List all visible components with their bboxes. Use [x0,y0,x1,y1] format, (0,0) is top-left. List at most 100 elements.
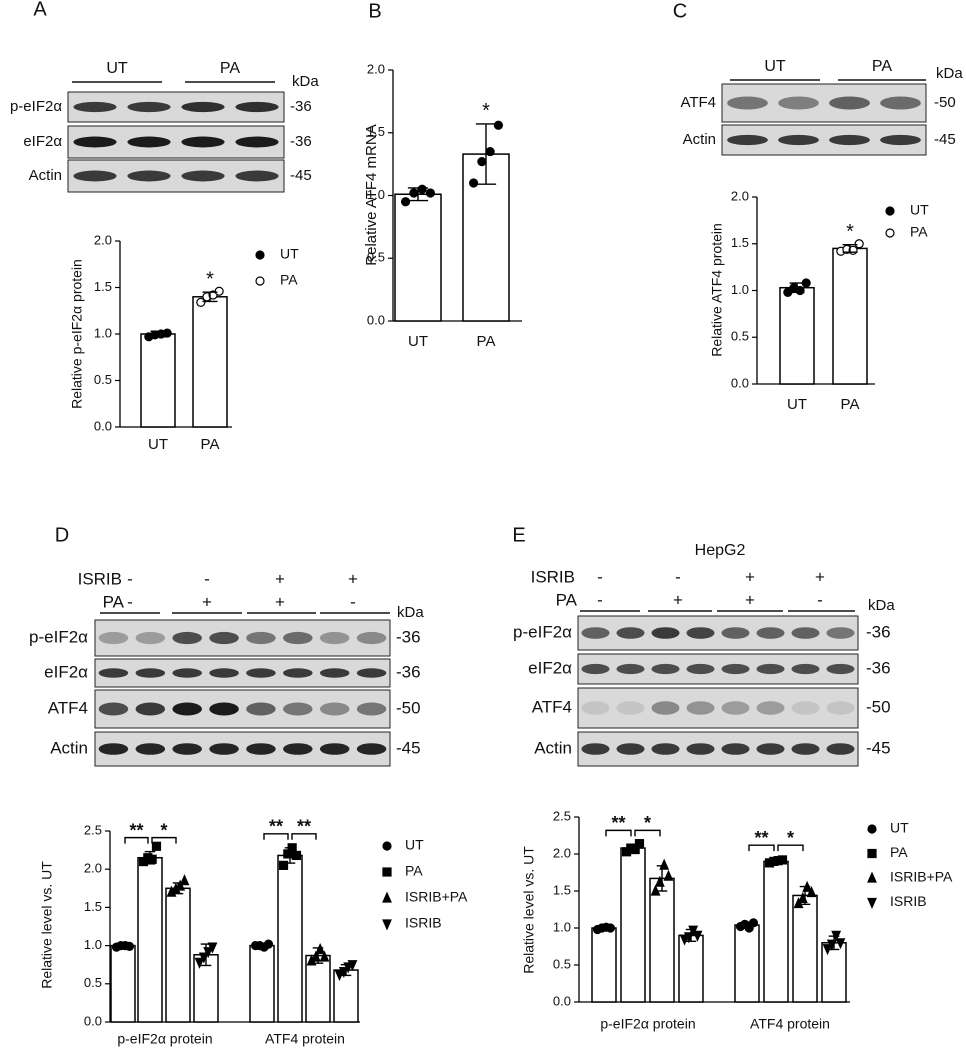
row-label: eIF2α [23,133,62,150]
error-bar [770,858,782,865]
kda-label: -36 [290,98,312,115]
y-tick-label: 0.0 [553,993,571,1008]
y-tick-label: 1.5 [84,899,102,914]
bar [763,860,789,1003]
data-point [207,942,218,954]
condition-sign: + [745,590,755,609]
blot-band [181,101,225,113]
blot-band [98,702,129,716]
row-label: Actin [534,738,572,757]
error-bar [202,291,218,303]
data-point [493,120,504,130]
condition-sign: + [202,592,212,611]
bar [734,924,760,1003]
data-point [468,178,479,188]
bar [591,927,617,1003]
bar [137,856,163,1023]
panel-label: E [512,524,525,546]
error-bar [284,847,296,864]
error-bar [656,865,668,892]
unit-label: kDa [397,604,424,621]
blot-band [616,663,645,675]
data-point [777,855,788,865]
error-bar [475,123,497,185]
significance-bracket [263,833,289,840]
data-point [806,886,817,898]
blot-box [94,619,391,657]
blot-band [826,663,855,675]
condition-sign: - [597,590,603,609]
group-label: PA [872,58,892,75]
condition-sign: - [350,592,356,611]
blot-band [98,668,129,678]
significance: ** [269,817,283,837]
data-point [214,286,224,296]
legend-label: PA [280,272,298,288]
y-tick-label: 2.0 [553,845,571,860]
bar [821,942,847,1003]
significance-bracket [748,844,775,852]
blot-band [651,663,680,675]
blot-band [127,136,171,148]
y-tick-label: 1.5 [731,235,749,250]
data-point [278,860,289,870]
bar [394,193,442,322]
blot-band [686,701,715,715]
significance-bracket [777,844,804,852]
data-point [854,239,864,249]
error-bar [144,850,156,865]
condition-label: PA [103,592,125,611]
data-point [194,957,205,969]
row-label: eIF2α [528,658,572,677]
error-bar [407,187,429,202]
condition-sign: - [817,590,823,609]
group-label: UT [106,60,128,77]
blot-band [651,743,680,755]
kda-label: -36 [866,658,891,677]
kda-label: -45 [934,131,956,148]
blot-band [686,663,715,675]
error-bar [799,885,811,906]
row-label: Actin [50,738,88,757]
significance: * [644,813,651,833]
blot-band [651,701,680,715]
blot-band [791,627,820,639]
blot-band [135,743,166,755]
unit-label: kDa [868,597,895,614]
x-tick-label: PA [477,333,496,350]
legend-label: ISRIB+PA [890,869,953,885]
blot-band [829,134,870,146]
condition-sign: + [673,590,683,609]
condition-sign: - [127,569,133,588]
bar [620,847,646,1003]
data-point [319,950,330,962]
blot-band [616,627,645,639]
legend-label: UT [910,202,929,218]
legend-marker [382,891,392,903]
blot-band [98,743,129,755]
blot-band [880,96,921,110]
y-tick-label: 0.5 [367,250,385,265]
significance-bracket [634,829,661,837]
data-point [634,839,645,849]
blot-band [209,668,239,678]
blot-band [721,627,750,639]
blot-band [721,663,750,675]
bar [649,877,675,1003]
legend-marker [382,841,392,851]
data-point [748,918,759,928]
y-tick-label: 1.0 [553,919,571,934]
row-label: ATF4 [532,697,572,716]
blot-band [73,136,117,148]
legend-label: ISRIB [890,893,927,909]
error-bar [117,943,129,948]
bar [140,333,176,428]
panel-label: A [33,0,47,20]
data-point [425,188,436,198]
data-point [151,841,162,851]
kda-label: -45 [290,167,312,184]
blot-band [172,702,202,716]
row-label: Actin [683,131,716,148]
kda-label: -45 [866,738,891,757]
blot-band [581,663,610,675]
